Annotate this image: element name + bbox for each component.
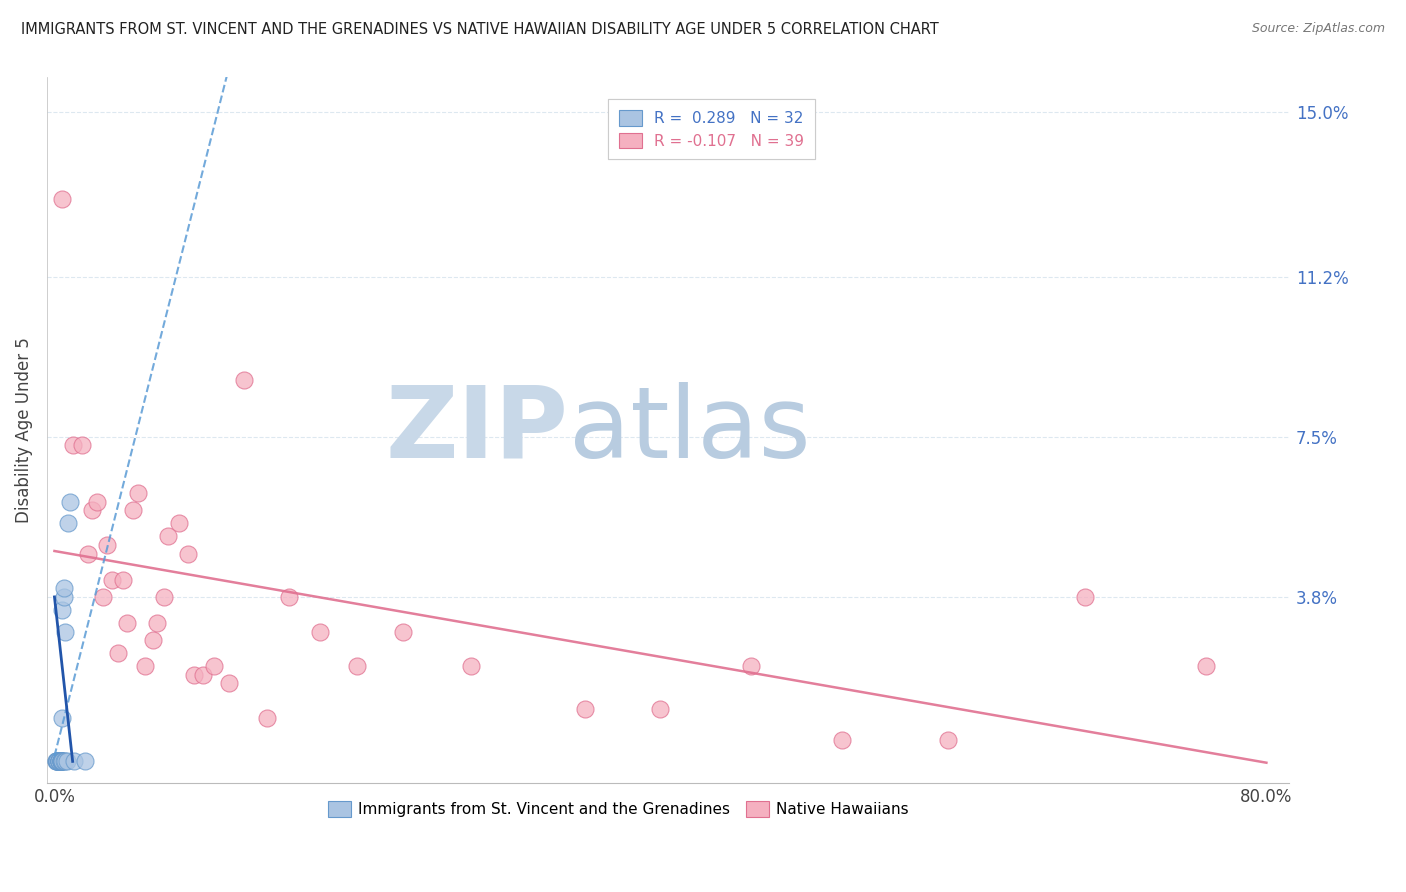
Point bbox=[460, 659, 482, 673]
Point bbox=[218, 676, 240, 690]
Point bbox=[96, 538, 118, 552]
Point bbox=[146, 615, 169, 630]
Point bbox=[46, 755, 69, 769]
Y-axis label: Disability Age Under 5: Disability Age Under 5 bbox=[15, 337, 32, 524]
Point bbox=[278, 590, 301, 604]
Point bbox=[53, 755, 76, 769]
Point bbox=[346, 659, 368, 673]
Point bbox=[232, 374, 254, 388]
Point bbox=[86, 494, 108, 508]
Point bbox=[45, 755, 67, 769]
Point bbox=[51, 192, 73, 206]
Point bbox=[49, 755, 72, 769]
Point bbox=[76, 547, 98, 561]
Point bbox=[183, 668, 205, 682]
Point bbox=[48, 755, 70, 769]
Point bbox=[63, 755, 86, 769]
Point bbox=[46, 755, 69, 769]
Point bbox=[51, 755, 73, 769]
Point bbox=[650, 702, 672, 716]
Point bbox=[191, 668, 214, 682]
Point bbox=[308, 624, 330, 639]
Point bbox=[82, 503, 104, 517]
Point bbox=[127, 486, 149, 500]
Text: ZIP: ZIP bbox=[385, 382, 568, 479]
Point bbox=[392, 624, 415, 639]
Point bbox=[49, 755, 72, 769]
Legend: Immigrants from St. Vincent and the Grenadines, Native Hawaiians: Immigrants from St. Vincent and the Gren… bbox=[321, 794, 917, 825]
Point bbox=[49, 755, 72, 769]
Point bbox=[48, 755, 70, 769]
Point bbox=[48, 755, 70, 769]
Point bbox=[48, 755, 70, 769]
Point bbox=[52, 755, 75, 769]
Point bbox=[152, 590, 174, 604]
Text: IMMIGRANTS FROM ST. VINCENT AND THE GRENADINES VS NATIVE HAWAIIAN DISABILITY AGE: IMMIGRANTS FROM ST. VINCENT AND THE GREN… bbox=[21, 22, 939, 37]
Point bbox=[134, 659, 156, 673]
Point bbox=[111, 573, 134, 587]
Point bbox=[157, 529, 180, 543]
Point bbox=[177, 547, 200, 561]
Point bbox=[101, 573, 124, 587]
Point bbox=[51, 755, 73, 769]
Point bbox=[73, 755, 96, 769]
Point bbox=[51, 603, 73, 617]
Point bbox=[142, 633, 165, 648]
Point bbox=[51, 755, 73, 769]
Point bbox=[202, 659, 225, 673]
Point bbox=[167, 516, 190, 531]
Point bbox=[91, 590, 114, 604]
Point bbox=[59, 494, 82, 508]
Point bbox=[45, 755, 67, 769]
Point bbox=[1195, 659, 1218, 673]
Point bbox=[936, 732, 959, 747]
Point bbox=[48, 755, 70, 769]
Point bbox=[122, 503, 145, 517]
Point bbox=[256, 711, 278, 725]
Point bbox=[56, 516, 79, 531]
Point bbox=[55, 755, 77, 769]
Point bbox=[52, 581, 75, 595]
Point bbox=[1073, 590, 1095, 604]
Point bbox=[46, 755, 69, 769]
Point bbox=[52, 590, 75, 604]
Point bbox=[62, 438, 84, 452]
Point bbox=[574, 702, 596, 716]
Point bbox=[53, 624, 76, 639]
Point bbox=[107, 646, 129, 660]
Text: atlas: atlas bbox=[568, 382, 810, 479]
Point bbox=[115, 615, 138, 630]
Text: Source: ZipAtlas.com: Source: ZipAtlas.com bbox=[1251, 22, 1385, 36]
Point bbox=[48, 755, 70, 769]
Point bbox=[51, 711, 73, 725]
Point bbox=[49, 755, 72, 769]
Point bbox=[740, 659, 762, 673]
Point bbox=[49, 755, 72, 769]
Point bbox=[46, 755, 69, 769]
Point bbox=[70, 438, 93, 452]
Point bbox=[831, 732, 853, 747]
